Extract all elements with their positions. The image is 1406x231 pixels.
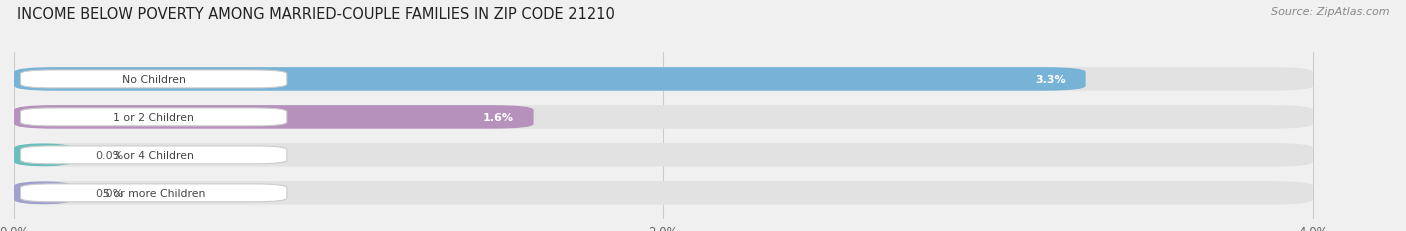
FancyBboxPatch shape	[14, 68, 1313, 91]
Text: 3 or 4 Children: 3 or 4 Children	[114, 150, 194, 160]
Text: No Children: No Children	[122, 75, 186, 85]
Text: 1 or 2 Children: 1 or 2 Children	[114, 112, 194, 122]
Text: INCOME BELOW POVERTY AMONG MARRIED-COUPLE FAMILIES IN ZIP CODE 21210: INCOME BELOW POVERTY AMONG MARRIED-COUPL…	[17, 7, 614, 22]
FancyBboxPatch shape	[14, 68, 1085, 91]
FancyBboxPatch shape	[14, 181, 1313, 205]
FancyBboxPatch shape	[14, 181, 73, 205]
Text: 1.6%: 1.6%	[484, 112, 515, 122]
FancyBboxPatch shape	[21, 184, 287, 202]
Text: 3.3%: 3.3%	[1036, 75, 1066, 85]
FancyBboxPatch shape	[14, 106, 1313, 129]
Text: 5 or more Children: 5 or more Children	[103, 188, 205, 198]
FancyBboxPatch shape	[14, 106, 534, 129]
FancyBboxPatch shape	[21, 109, 287, 126]
Text: 0.0%: 0.0%	[96, 188, 124, 198]
Text: 0.0%: 0.0%	[96, 150, 124, 160]
FancyBboxPatch shape	[14, 143, 73, 167]
FancyBboxPatch shape	[21, 146, 287, 164]
FancyBboxPatch shape	[21, 71, 287, 88]
Text: Source: ZipAtlas.com: Source: ZipAtlas.com	[1271, 7, 1389, 17]
FancyBboxPatch shape	[14, 143, 1313, 167]
